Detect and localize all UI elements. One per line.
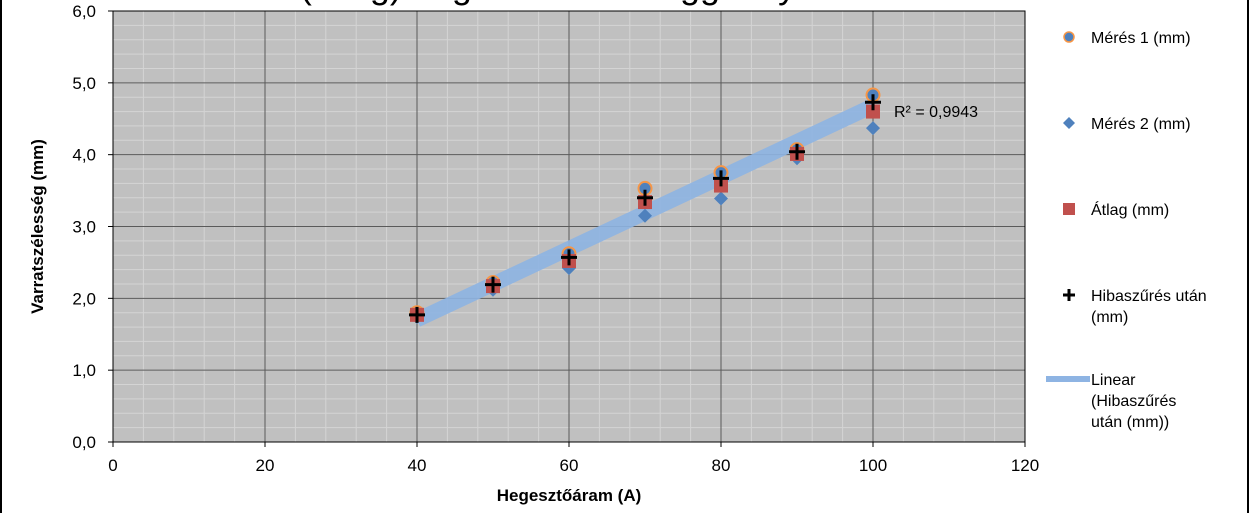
x-axis-title: Hegesztőáram (A) bbox=[497, 486, 642, 505]
data-point-series-2 bbox=[866, 121, 880, 136]
legend-marker-mérés-1 bbox=[1063, 31, 1075, 43]
x-tick-label: 20 bbox=[256, 456, 275, 475]
data-point-series-2 bbox=[638, 208, 652, 223]
data-point-series-4 bbox=[713, 170, 729, 187]
x-tick-label: 120 bbox=[1011, 456, 1039, 475]
y-tick-label: 6,0 bbox=[72, 2, 96, 21]
y-tick-label: 4,0 bbox=[72, 146, 96, 165]
y-tick-label: 3,0 bbox=[72, 218, 96, 237]
legend-marker-hibaszures bbox=[1063, 289, 1075, 301]
data-point-series-4 bbox=[637, 189, 653, 206]
data-point-series-4 bbox=[789, 143, 805, 160]
y-tick-label: 1,0 bbox=[72, 361, 96, 380]
y-axis-title: Varratszélesség (mm) bbox=[28, 139, 47, 314]
chart-title: (átlag) hegesztőáram függvényében bbox=[300, 0, 876, 6]
data-point-series-4 bbox=[409, 306, 425, 323]
legend-marker-mérés-2 bbox=[1063, 117, 1075, 129]
legend-label-series-2: Mérés 2 (mm) bbox=[1091, 116, 1191, 133]
data-point-series-4 bbox=[865, 94, 881, 111]
x-tick-label: 100 bbox=[859, 456, 887, 475]
y-tick-label: 0,0 bbox=[72, 433, 96, 452]
data-point-series-2 bbox=[714, 191, 728, 206]
x-tick-label: 40 bbox=[408, 456, 427, 475]
frame-left-border bbox=[0, 0, 2, 513]
frame-right-border bbox=[1247, 0, 1249, 513]
legend-label-series-1: Mérés 1 (mm) bbox=[1091, 30, 1191, 47]
data-point-series-4 bbox=[561, 249, 577, 266]
r-squared-annotation: R² = 0,9943 bbox=[894, 104, 978, 121]
legend-label-series-4: Hibaszűrés után (mm) bbox=[1091, 288, 1207, 326]
x-tick-label: 0 bbox=[108, 456, 117, 475]
x-tick-label: 80 bbox=[712, 456, 731, 475]
legend-label-series-3: Átlag (mm) bbox=[1091, 200, 1169, 219]
x-tick-label: 60 bbox=[560, 456, 579, 475]
data-point-series-4 bbox=[485, 276, 501, 293]
y-tick-label: 2,0 bbox=[72, 289, 96, 308]
legend-label-trendline: Linear (Hibaszűrés után (mm)) bbox=[1091, 372, 1176, 431]
y-tick-label: 5,0 bbox=[72, 74, 96, 93]
legend-marker-átlag bbox=[1063, 203, 1075, 215]
data-point-series-3 bbox=[866, 104, 880, 119]
